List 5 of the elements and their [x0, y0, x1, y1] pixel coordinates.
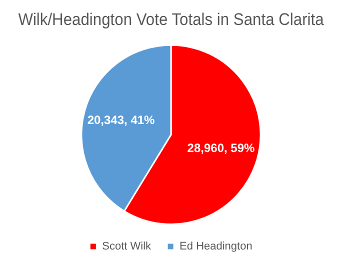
- chart-title: Wilk/Headington Vote Totals in Santa Clarita: [18, 10, 325, 30]
- data-label: 28,960, 59%: [187, 141, 256, 156]
- legend-label: Scott Wilk: [102, 240, 152, 253]
- legend-label: Ed Headington: [180, 240, 252, 253]
- data-label: 20,343, 41%: [87, 112, 156, 127]
